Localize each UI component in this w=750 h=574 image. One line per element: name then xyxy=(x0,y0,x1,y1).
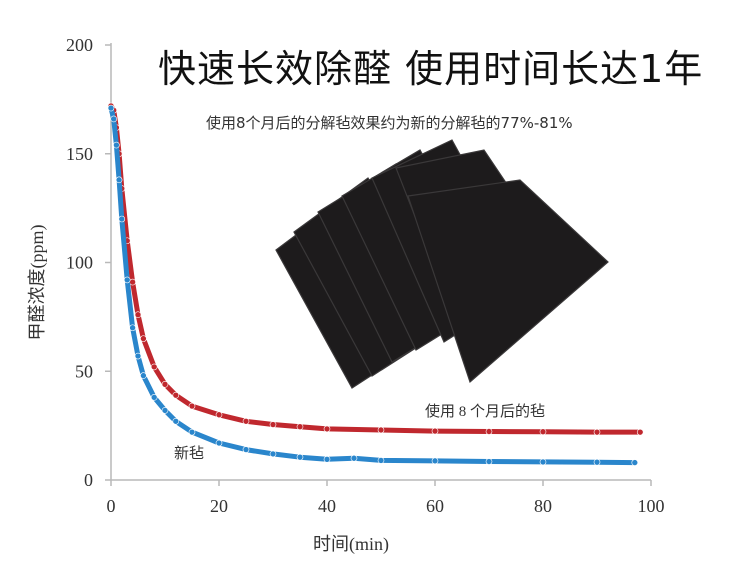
series-2-point xyxy=(242,446,250,453)
series-1-point xyxy=(323,425,331,433)
series-1-point xyxy=(593,428,601,436)
series-2-point xyxy=(161,407,169,414)
y-tick-label: 100 xyxy=(66,253,93,273)
series-2-point xyxy=(150,394,158,401)
series-2-point xyxy=(188,428,196,436)
chart-series xyxy=(107,102,644,466)
chart-subheadline: 使用8个月后的分解毡效果约为新的分解毡的77%-81% xyxy=(206,114,573,132)
y-tick-label: 0 xyxy=(84,470,93,490)
series-2-point xyxy=(539,458,547,466)
series-2-point xyxy=(593,458,601,466)
series-2-point xyxy=(377,457,385,464)
series-1-point xyxy=(172,391,180,399)
series-2-point xyxy=(134,352,142,360)
series-2-point xyxy=(107,104,115,112)
series-1-point xyxy=(636,428,644,436)
series-2-point xyxy=(431,457,439,465)
felt-sheets-image xyxy=(275,139,609,389)
x-tick-label: 60 xyxy=(426,496,444,516)
series-2-point xyxy=(113,141,120,149)
series-1-point xyxy=(269,421,277,428)
series-1-point xyxy=(188,402,196,410)
y-tick-label: 200 xyxy=(66,35,93,55)
series-1-point xyxy=(161,380,169,388)
series-1-point xyxy=(140,335,147,342)
y-tick-label: 150 xyxy=(66,144,93,164)
x-tick-label: 20 xyxy=(210,496,228,516)
series-1-point xyxy=(296,423,304,431)
x-tick-label: 40 xyxy=(318,496,336,516)
chart-headline: 快速长效除醛 使用时间长达1年 xyxy=(158,47,704,91)
y-tick-label: 50 xyxy=(75,361,93,381)
series-1-point xyxy=(150,363,158,371)
series-2-point xyxy=(118,215,126,223)
series-1-point xyxy=(431,427,439,435)
chart-axes: 0 50 100 150 200 0 20 40 60 80 100 时间(min) 甲醛浓度(ppm) xyxy=(27,35,665,555)
series-2-point xyxy=(123,276,131,284)
x-axis-label: 时间(min) xyxy=(313,534,389,555)
series-2-point xyxy=(269,450,277,458)
x-tick-label: 80 xyxy=(534,496,552,516)
series-2-point xyxy=(631,459,639,466)
series-2-point xyxy=(110,115,117,123)
x-tick-label: 100 xyxy=(638,496,665,516)
series-1-point xyxy=(485,428,493,435)
series-2-point xyxy=(485,458,493,465)
series-label-new-felt: 新毡 xyxy=(174,445,204,462)
series-2-point xyxy=(350,454,358,462)
series-2-point xyxy=(296,453,304,461)
series-1-point xyxy=(134,311,142,319)
series-2-point xyxy=(215,439,223,447)
felt-sheet-7 xyxy=(407,179,609,384)
series-1-point xyxy=(129,278,136,286)
series-2-point xyxy=(115,176,123,184)
series-2-point xyxy=(140,372,147,379)
series-1-point xyxy=(539,428,547,436)
series-label-used-felt: 使用 8 个月后的毡 xyxy=(425,403,545,420)
series-1-point xyxy=(377,426,385,434)
series-2-point xyxy=(172,417,180,425)
series-2-point xyxy=(323,456,331,463)
series-1-point xyxy=(215,411,223,419)
x-tick-label: 0 xyxy=(107,496,116,516)
series-2-point xyxy=(129,324,136,332)
y-axis-label: 甲醛浓度(ppm) xyxy=(27,225,48,341)
series-1-point xyxy=(242,417,250,425)
